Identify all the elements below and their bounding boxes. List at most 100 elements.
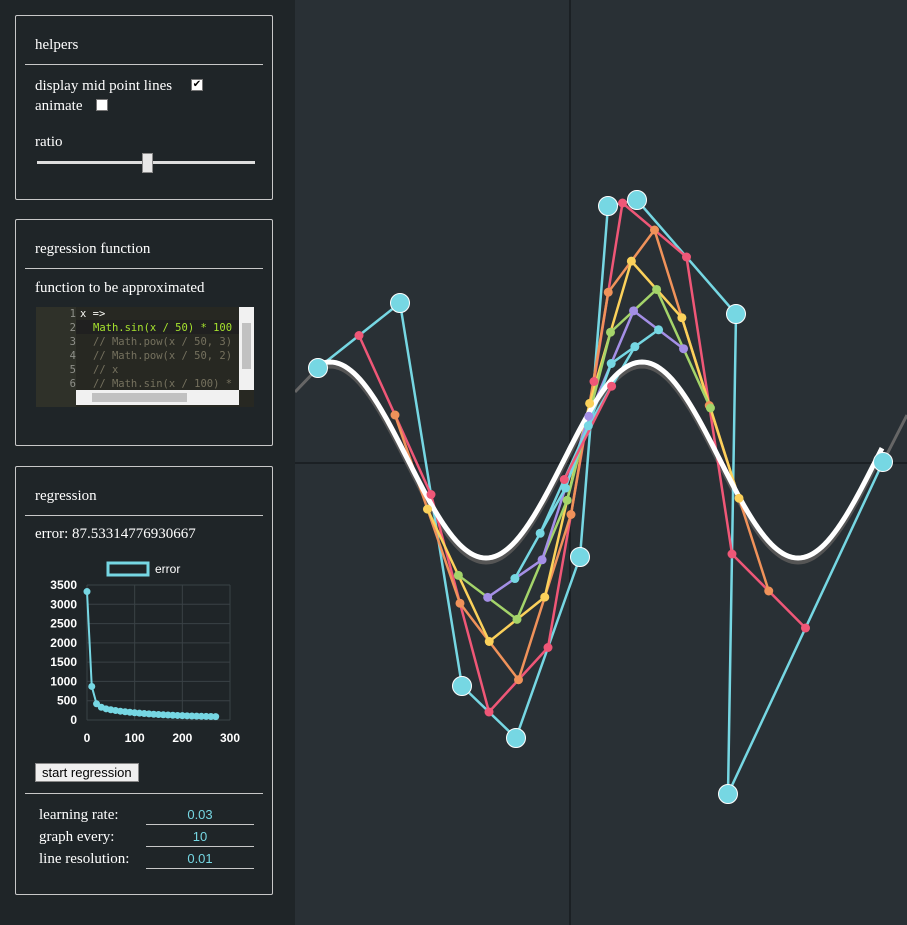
code-line: // Math.pow(x / 50, 3) xyxy=(93,336,233,348)
control-point[interactable] xyxy=(726,304,746,324)
point xyxy=(212,713,220,721)
mid-point xyxy=(630,342,640,352)
point xyxy=(83,588,91,596)
y-tick-label: 2000 xyxy=(50,636,77,650)
setting-input[interactable]: 10 xyxy=(146,829,254,847)
mid-point xyxy=(514,675,523,685)
mid-point xyxy=(606,327,615,337)
y-tick-label: 2500 xyxy=(50,617,77,631)
panel-title: regression function xyxy=(35,241,151,257)
regression-panel: regression error: 87.53314776930667 star… xyxy=(15,466,273,895)
mid-point xyxy=(512,614,522,624)
mid-point xyxy=(650,225,659,235)
control-point[interactable] xyxy=(627,190,647,210)
setting-label: learning rate: xyxy=(39,807,119,823)
control-point[interactable] xyxy=(308,358,328,378)
checkbox[interactable]: ✔ xyxy=(191,79,203,91)
function-panel: regression function function to be appro… xyxy=(15,219,273,446)
mid-point xyxy=(654,325,664,335)
line-number: 5 xyxy=(69,364,76,376)
checkbox-label: animate xyxy=(35,98,83,114)
control-point[interactable] xyxy=(570,547,590,567)
x-tick-label: 300 xyxy=(220,731,240,745)
slider-thumb[interactable] xyxy=(142,153,153,173)
divider xyxy=(25,515,263,516)
mid-point xyxy=(537,555,547,565)
bezier-canvas[interactable] xyxy=(295,0,907,925)
code-editor[interactable]: 1 x => 2 Math.sin(x / 50) * 100 3 // Math.pow… xyxy=(36,307,254,407)
mid-point xyxy=(584,411,594,421)
checkbox-label: display mid point lines xyxy=(35,78,173,94)
mid-point xyxy=(562,495,572,505)
y-tick-label: 500 xyxy=(57,694,77,708)
mid-point xyxy=(679,344,689,354)
line xyxy=(86,591,216,718)
mid-point xyxy=(734,493,744,503)
mid-point xyxy=(455,598,465,608)
mid-point xyxy=(390,410,400,420)
error-text: error: 87.53314776930667 xyxy=(35,526,196,542)
divider xyxy=(25,793,263,794)
y-tick-label: 3000 xyxy=(50,597,77,611)
mid-point xyxy=(484,637,494,646)
control-point[interactable] xyxy=(452,676,472,696)
curve xyxy=(317,359,885,561)
control-point[interactable] xyxy=(873,452,893,472)
mid-point xyxy=(626,256,636,266)
mid-point xyxy=(589,377,599,386)
mid-point xyxy=(629,306,639,316)
divider xyxy=(25,268,263,269)
line-number: 3 xyxy=(69,336,76,348)
code-line: // Math.pow(x / 50, 2) xyxy=(93,350,233,362)
y-tick-label: 3500 xyxy=(50,578,77,592)
mid-point xyxy=(682,252,691,262)
gutter xyxy=(36,307,76,407)
mid-point xyxy=(566,510,576,519)
mid-point xyxy=(354,331,364,340)
mid-point xyxy=(727,549,737,559)
mid-point xyxy=(484,707,494,717)
control-point[interactable] xyxy=(506,728,526,748)
setting-input[interactable]: 0.01 xyxy=(146,851,254,869)
y-tick-label: 0 xyxy=(70,713,77,727)
control-point[interactable] xyxy=(718,784,738,804)
mid-point xyxy=(607,381,617,391)
legend-label: error xyxy=(155,562,180,576)
x-tick-label: 100 xyxy=(125,731,145,745)
panel-title: regression xyxy=(35,488,97,504)
control-point[interactable] xyxy=(598,196,618,216)
mid-point xyxy=(510,574,520,584)
checkbox[interactable] xyxy=(96,99,108,111)
start-button[interactable]: start regression xyxy=(35,763,139,782)
mid-point xyxy=(560,483,570,493)
setting-input[interactable]: 0.03 xyxy=(146,807,254,825)
mid-point xyxy=(426,490,436,499)
line-number: 2 xyxy=(69,322,76,334)
slider-label: ratio xyxy=(35,134,63,150)
panel-title: helpers xyxy=(35,37,79,53)
mid-point xyxy=(423,504,432,514)
mid-point xyxy=(559,475,569,485)
mid-point xyxy=(535,528,545,538)
line-number: 1 xyxy=(69,308,76,320)
mid-point xyxy=(606,359,616,369)
code-line: // Math.sin(x / 100) * xyxy=(93,378,233,390)
legend-swatch xyxy=(106,561,150,577)
v-scrollbar[interactable] xyxy=(239,307,254,390)
mid-point xyxy=(801,623,810,633)
mid-point-line xyxy=(563,385,613,481)
mid-point xyxy=(583,421,593,431)
mid-point xyxy=(652,284,662,294)
mid-point xyxy=(603,287,613,297)
subtitle: function to be approximated xyxy=(35,280,205,296)
y-tick-label: 1000 xyxy=(50,674,77,688)
code-line: Math.sin(x / 50) * 100 xyxy=(93,322,233,334)
mid-point xyxy=(540,592,550,602)
h-scrollbar[interactable] xyxy=(76,390,239,405)
control-point[interactable] xyxy=(390,293,410,313)
mid-point xyxy=(618,198,627,208)
y-tick-label: 1500 xyxy=(50,655,77,669)
mid-point xyxy=(453,570,463,580)
code-line: x => xyxy=(80,308,106,320)
